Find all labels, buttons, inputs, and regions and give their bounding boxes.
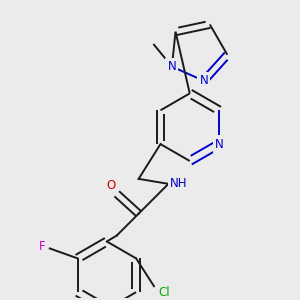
Text: N: N <box>200 74 208 87</box>
Text: N: N <box>167 60 176 73</box>
Text: NH: NH <box>169 177 187 190</box>
Text: O: O <box>106 179 116 192</box>
Text: Cl: Cl <box>158 286 170 299</box>
Text: F: F <box>38 240 45 253</box>
Text: N: N <box>214 138 224 151</box>
